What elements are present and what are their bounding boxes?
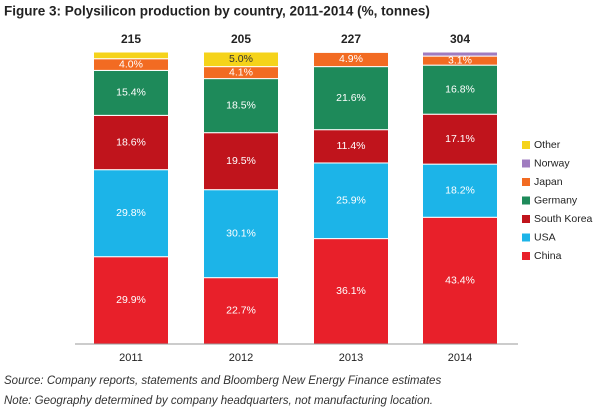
total-label: 304 [450, 32, 470, 46]
total-label: 205 [231, 32, 251, 46]
total-label: 227 [341, 32, 361, 46]
bar-segment [203, 189, 279, 279]
data-label: 5.0% [229, 53, 253, 65]
footnote: Note: Geography determined by company he… [4, 395, 433, 407]
legend-label: Other [534, 139, 561, 151]
data-label: 21.6% [336, 92, 366, 104]
bar-segment [93, 69, 169, 116]
source-note: Source: Company reports, statements and … [4, 375, 441, 387]
legend-label: Norway [534, 157, 570, 169]
bar-segment [203, 78, 279, 134]
data-label: 4.1% [229, 66, 253, 78]
bar-segment [422, 216, 498, 345]
legend-label: Japan [534, 176, 563, 188]
data-label: 4.9% [339, 53, 363, 65]
x-tick-label: 2012 [229, 352, 253, 364]
legend-label: South Korea [534, 213, 593, 225]
x-tick-label: 2011 [119, 352, 143, 364]
data-label: 18.6% [116, 136, 146, 148]
data-label: 18.5% [226, 99, 256, 111]
data-label: 17.1% [445, 133, 475, 145]
legend-swatch [522, 141, 530, 149]
legend-label: USA [534, 231, 556, 243]
x-tick-label: 2013 [339, 352, 363, 364]
data-label: 4.0% [119, 58, 143, 70]
data-label: 29.9% [116, 294, 146, 306]
legend-swatch [522, 178, 530, 186]
x-tick-label: 2014 [448, 352, 472, 364]
legend-swatch [522, 196, 530, 205]
data-label: 15.4% [116, 87, 146, 99]
bar-segment [93, 256, 169, 345]
legend-swatch [522, 233, 530, 242]
bar-segment [422, 64, 498, 115]
total-label: 215 [121, 32, 141, 46]
bar-segment [313, 129, 389, 164]
bar-segment [93, 51, 169, 60]
legend-swatch [522, 215, 530, 223]
data-label: 3.1% [448, 54, 472, 66]
bar-segment [422, 113, 498, 165]
bar-segment [93, 169, 169, 258]
legend-label: China [534, 250, 562, 262]
bar-segment [203, 132, 279, 191]
data-label: 30.1% [226, 227, 256, 239]
data-label: 18.2% [445, 184, 475, 196]
data-label: 29.8% [116, 207, 146, 219]
chart-title: Figure 3: Polysilicon production by coun… [4, 4, 430, 19]
bar-segment [422, 163, 498, 218]
legend-label: Germany [534, 194, 578, 206]
data-label: 22.7% [226, 305, 256, 317]
bar-segment [203, 51, 279, 68]
data-label: 43.4% [445, 274, 475, 286]
bar-segment [313, 66, 389, 131]
bar-segment [313, 162, 389, 240]
legend-swatch [522, 159, 530, 168]
bar-segment [422, 51, 498, 57]
data-label: 11.4% [337, 140, 366, 152]
data-label: 19.5% [226, 155, 256, 167]
data-label: 25.9% [336, 195, 366, 207]
data-label: 16.8% [445, 83, 475, 95]
data-label: 36.1% [336, 285, 366, 297]
legend-swatch [522, 252, 530, 260]
